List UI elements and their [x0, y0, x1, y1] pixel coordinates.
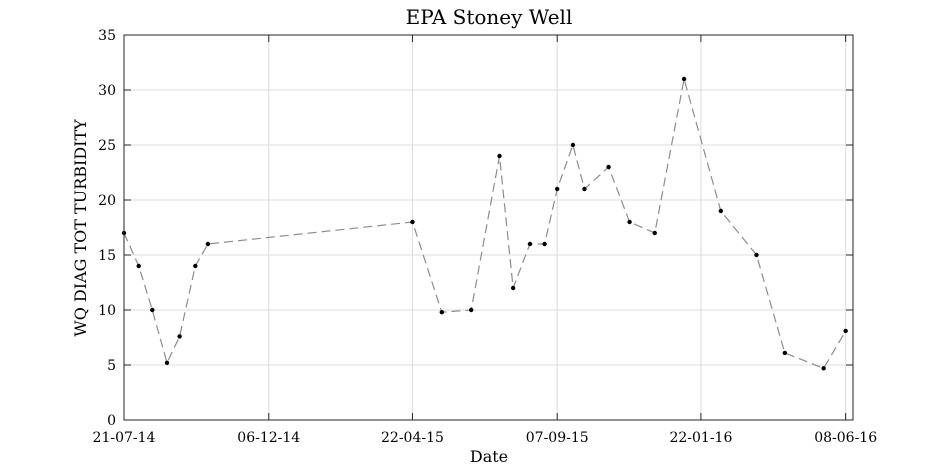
data-point — [652, 230, 657, 236]
data-point — [497, 153, 502, 159]
data-point — [718, 208, 724, 214]
data-point — [754, 252, 759, 258]
data-point — [468, 307, 474, 313]
data-point — [821, 366, 826, 371]
x-tick-label: 22-04-15 — [381, 430, 444, 446]
y-tick-label: 0 — [107, 413, 116, 429]
y-tick-label: 30 — [98, 83, 116, 99]
tick-labels: 0 5 10 15 20 25 30 35 21-07-14 06-12-14 22-04-15 07… — [93, 28, 878, 446]
data-point — [570, 142, 576, 148]
data-point — [681, 76, 687, 82]
data-point — [150, 307, 155, 313]
x-tick-label: 22-01-16 — [669, 430, 732, 446]
y-tick-label: 25 — [98, 138, 116, 154]
tick-marks — [123, 34, 853, 421]
series-group — [121, 76, 848, 371]
data-point — [193, 263, 198, 269]
x-tick-label: 21-07-14 — [93, 430, 156, 446]
data-point — [205, 241, 211, 247]
data-point — [582, 186, 587, 192]
x-tick-label: 08-06-16 — [814, 430, 877, 446]
x-tick-label: 07-09-15 — [526, 430, 589, 446]
y-tick-label: 15 — [98, 248, 116, 264]
plot-frame — [123, 34, 854, 421]
y-tick-label: 5 — [107, 358, 116, 374]
grid-lines — [123, 34, 853, 421]
chart-title: EPA Stoney Well — [406, 5, 573, 29]
x-tick-label: 06-12-14 — [237, 430, 300, 446]
y-tick-label: 20 — [98, 193, 116, 209]
data-point — [555, 186, 560, 192]
data-point — [164, 360, 170, 365]
data-point — [177, 334, 182, 339]
data-point — [510, 285, 516, 291]
data-point — [627, 219, 632, 225]
data-point — [542, 241, 547, 247]
data-point — [439, 310, 445, 315]
y-tick-label: 35 — [98, 28, 116, 44]
data-point — [843, 328, 848, 334]
data-point — [606, 164, 611, 170]
data-point — [527, 241, 533, 247]
y-axis-label: WQ DIAG TOT TURBIDITY — [71, 119, 90, 337]
data-point — [782, 350, 788, 356]
x-axis-label: Date — [470, 447, 508, 466]
data-point — [410, 219, 415, 225]
y-tick-label: 10 — [98, 303, 116, 319]
data-point — [136, 263, 141, 269]
